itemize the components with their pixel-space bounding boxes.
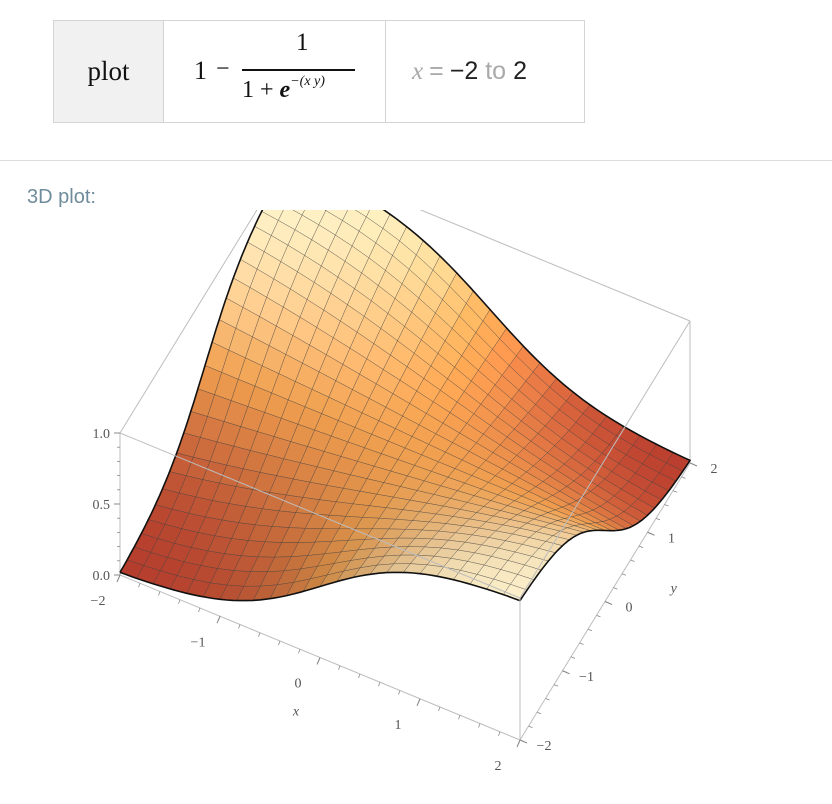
box-edge-front <box>119 432 521 599</box>
x-minor-tick <box>118 574 121 580</box>
y-minor-tick <box>621 573 627 576</box>
x-minor-tick <box>518 739 521 745</box>
expression-minus: − <box>216 56 230 82</box>
x-minor-tick <box>458 715 461 720</box>
query-table: plot 1 − 1 1 + e−(x y) x = −2 to 2 <box>53 20 585 123</box>
z-tick-label: 1.0 <box>93 427 111 442</box>
expression-leading: 1 <box>194 56 207 85</box>
y-minor-tick <box>681 476 686 479</box>
y-minor-tick <box>630 559 635 562</box>
x-minor-tick <box>198 607 201 613</box>
y-tick-label: 0 <box>626 601 633 616</box>
x-tick-label: 2 <box>495 759 502 774</box>
range-equals: = <box>429 57 444 85</box>
x-minor-tick <box>218 616 221 621</box>
y-tick-label: −2 <box>537 739 552 754</box>
y-minor-tick <box>596 614 601 618</box>
y-tick-label: −1 <box>579 670 594 685</box>
range-to-word: to <box>485 57 507 85</box>
x-minor-tick <box>438 706 441 712</box>
x-axis-label: x <box>292 705 300 720</box>
x-minor-tick <box>158 591 161 596</box>
range-to: 2 <box>513 57 527 85</box>
plot-surface <box>119 210 692 602</box>
x-minor-tick <box>498 731 501 736</box>
x-minor-tick <box>338 665 341 670</box>
y-tick-label: 1 <box>668 531 675 546</box>
x-minor-tick <box>298 649 301 654</box>
box-edge-back <box>119 210 258 434</box>
y-minor-tick <box>613 587 618 590</box>
pod-divider <box>0 160 832 161</box>
pod-title: 3D plot: <box>27 186 96 208</box>
x-minor-tick <box>358 673 361 679</box>
x-minor-tick <box>318 657 321 662</box>
y-minor-tick <box>579 642 584 645</box>
x-minor-tick <box>178 599 181 604</box>
y-minor-tick <box>570 656 576 659</box>
x-minor-tick <box>398 690 401 695</box>
box-edge-back <box>419 210 691 322</box>
plot-ticks: −2 −1 0 1 2 x −2 −1 0 1 2 y 0.0 0.5 1.0 <box>91 427 718 774</box>
y-minor-tick <box>519 739 525 742</box>
denominator-prefix: 1 + <box>242 77 280 103</box>
y-tick-label: 2 <box>711 462 718 477</box>
y-minor-tick <box>638 545 644 548</box>
y-minor-tick <box>528 725 533 729</box>
function-label: plot <box>87 56 130 86</box>
y-minor-tick <box>553 684 559 687</box>
x-tick-label: −1 <box>191 635 206 650</box>
fraction-denominator: 1 + e−(x y) <box>242 74 325 104</box>
z-tick-label: 0.0 <box>93 569 111 584</box>
surface-plot[interactable]: −2 −1 0 1 2 x −2 −1 0 1 2 y 0.0 0.5 1.0 <box>0 210 832 804</box>
fraction-bar <box>242 69 355 71</box>
x-tick-label: 1 <box>395 718 402 733</box>
x-minor-tick <box>418 698 421 703</box>
y-minor-tick <box>545 698 550 701</box>
y-minor-tick <box>647 531 652 535</box>
y-axis-label: y <box>669 582 678 597</box>
x-minor-tick <box>238 624 241 629</box>
function-cell[interactable]: plot <box>54 21 164 122</box>
z-tick-label: 0.5 <box>93 498 111 513</box>
x-tick-label: 0 <box>295 677 302 692</box>
range-from: −2 <box>449 57 479 85</box>
y-minor-tick <box>604 601 610 604</box>
exponent: −(x y) <box>290 74 325 89</box>
y-minor-tick <box>562 670 567 673</box>
x-minor-tick <box>258 632 261 637</box>
range-variable: x <box>412 57 424 85</box>
fraction-numerator: 1 <box>296 29 309 56</box>
x-minor-tick <box>138 583 141 588</box>
x-minor-tick <box>278 640 281 646</box>
x-minor-tick <box>378 682 381 687</box>
y-minor-tick <box>587 628 593 632</box>
y-minor-tick <box>536 711 542 715</box>
x-minor-tick <box>478 723 481 728</box>
expression-cell[interactable]: 1 − 1 1 + e−(x y) <box>164 21 386 122</box>
y-minor-tick <box>664 504 669 507</box>
exponential-base: e <box>279 77 291 103</box>
y-minor-tick <box>672 490 678 493</box>
box-edge-front <box>519 320 691 599</box>
y-minor-tick <box>655 518 661 521</box>
x-tick-label: −2 <box>91 594 106 609</box>
range-cell[interactable]: x = −2 to 2 <box>386 21 584 122</box>
surface-outline <box>119 210 692 602</box>
y-minor-tick <box>689 462 695 465</box>
